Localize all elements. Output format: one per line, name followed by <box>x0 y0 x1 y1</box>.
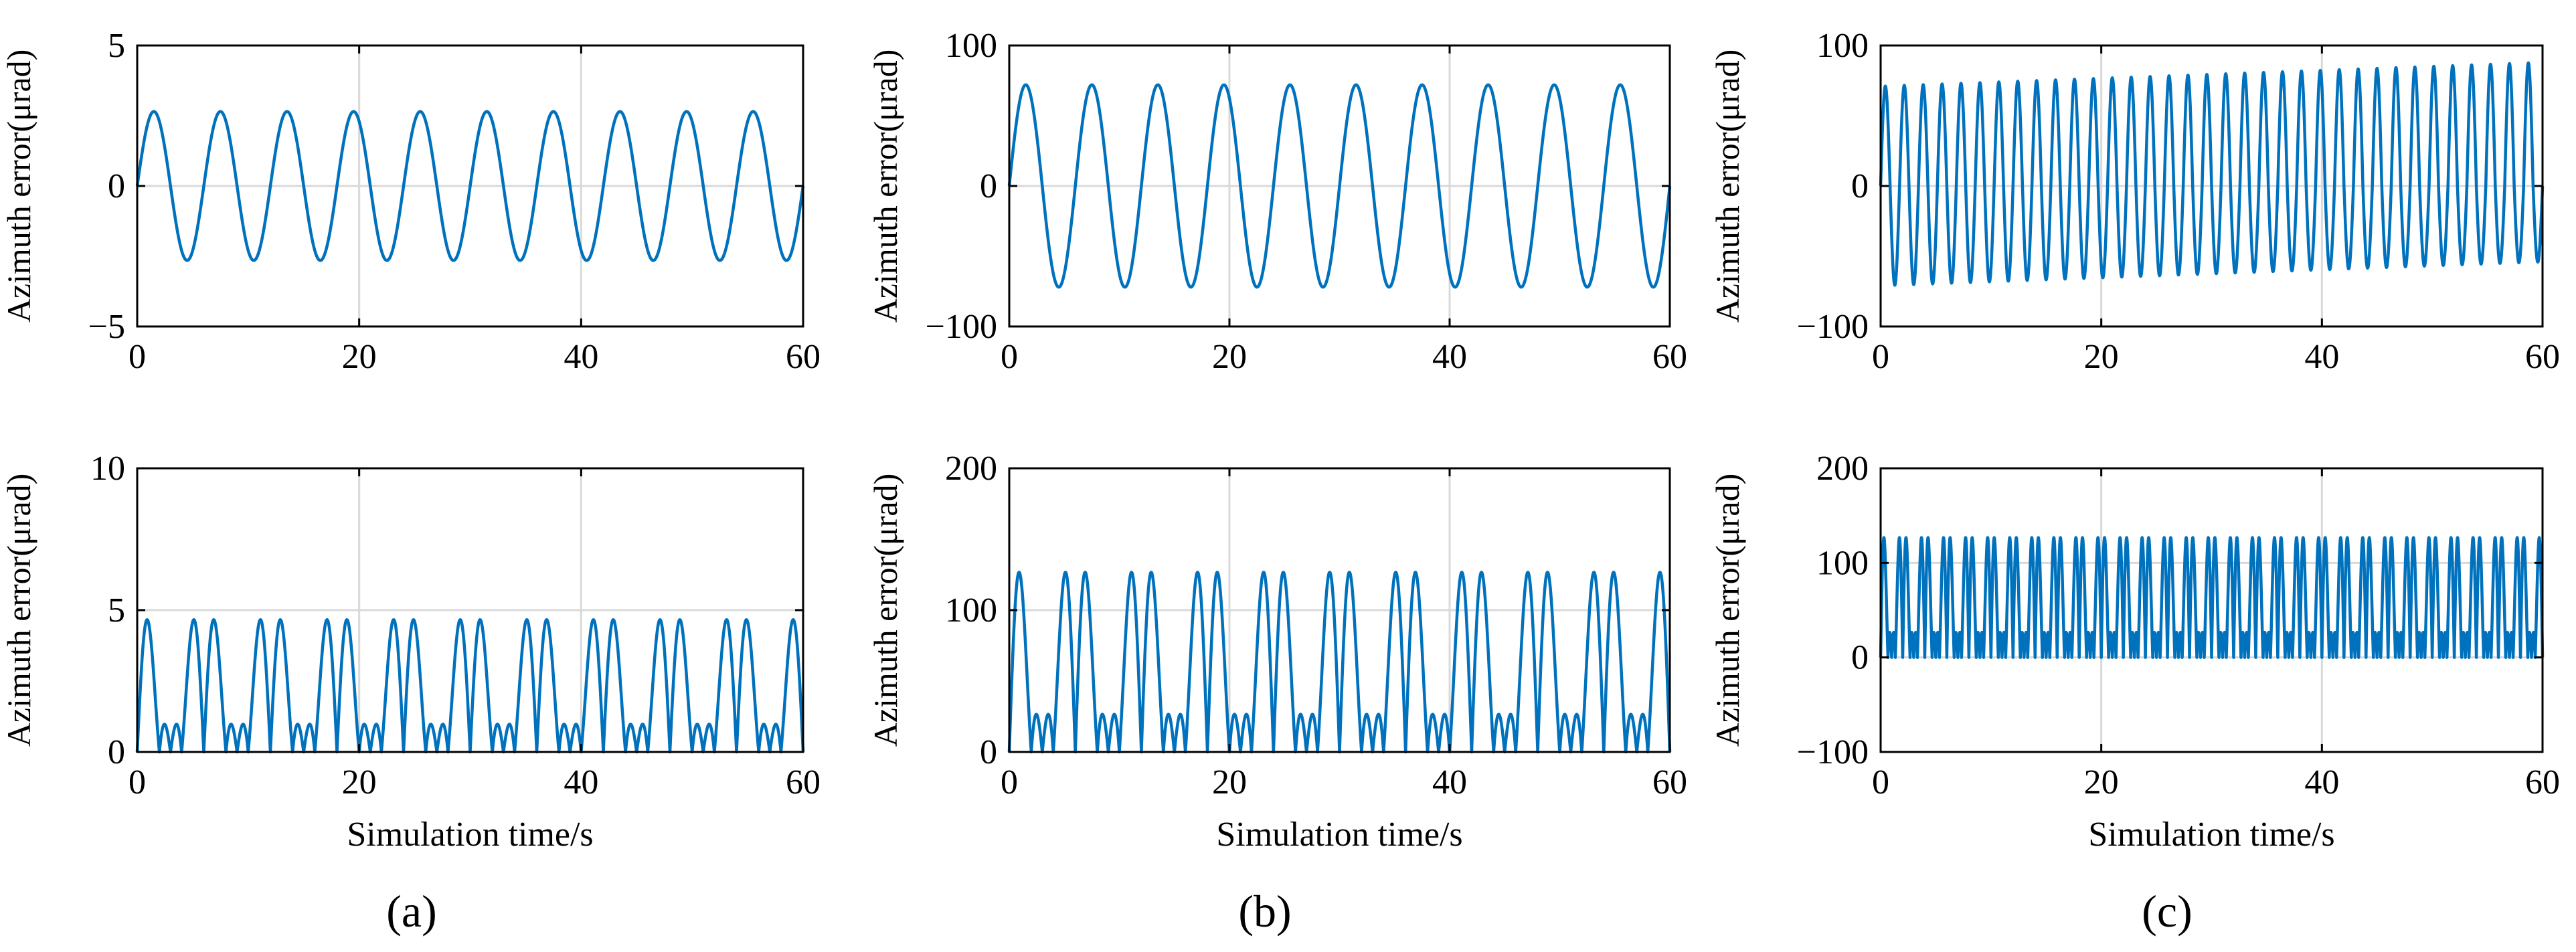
x-tick-label: 40 <box>564 338 598 376</box>
y-axis-label: Azimuth error(μrad) <box>1709 50 1746 323</box>
x-tick-label: 40 <box>2304 338 2339 376</box>
x-tick-label: 0 <box>1001 763 1018 801</box>
y-tick-label: 200 <box>945 450 997 488</box>
x-tick-label: 0 <box>128 763 146 801</box>
y-axis-label: Azimuth error(μrad) <box>1709 474 1746 747</box>
y-axis-label: Azimuth error(μrad) <box>867 50 904 323</box>
x-tick-label: 40 <box>1432 338 1467 376</box>
x-axis-label: Simulation time/s <box>347 816 593 854</box>
y-tick-label: 100 <box>945 591 997 630</box>
x-tick-label: 40 <box>1432 763 1467 801</box>
x-axis-label: Simulation time/s <box>2088 816 2334 854</box>
x-tick-label: 60 <box>786 338 821 376</box>
x-tick-label: 20 <box>1212 338 1247 376</box>
y-tick-label: 100 <box>1816 27 1869 65</box>
panel-label-a: (a) <box>386 886 436 937</box>
x-tick-label: 20 <box>2084 763 2119 801</box>
x-tick-label: 0 <box>1001 338 1018 376</box>
y-tick-label: 5 <box>108 591 125 630</box>
series-line-a-top <box>135 110 805 262</box>
x-tick-label: 0 <box>1872 763 1889 801</box>
x-tick-label: 20 <box>1212 763 1247 801</box>
x-tick-label: 0 <box>128 338 146 376</box>
x-tick-label: 20 <box>342 338 377 376</box>
y-axis-label: Azimuth error(μrad) <box>0 474 37 747</box>
y-tick-label: 0 <box>980 733 997 771</box>
y-tick-label: −5 <box>88 308 125 346</box>
y-tick-label: 100 <box>1816 544 1869 582</box>
series-line-b-bottom <box>1007 571 1672 754</box>
y-tick-label: 10 <box>90 450 125 488</box>
y-tick-label: 200 <box>1816 450 1869 488</box>
y-tick-label: 0 <box>1851 167 1869 205</box>
chart-a-bottom: 0 20 40 60 0 5 10 Azimuth error(μrad) Simulation… <box>0 450 821 854</box>
y-tick-label: 0 <box>1851 639 1869 677</box>
y-tick-label: 0 <box>980 167 997 205</box>
x-tick-label: 60 <box>2525 338 2560 376</box>
x-tick-label: 60 <box>1652 763 1687 801</box>
x-tick-label: 0 <box>1872 338 1889 376</box>
y-tick-label: −100 <box>1797 733 1869 771</box>
y-tick-label: 100 <box>945 27 997 65</box>
panel-label-c: (c) <box>2142 886 2192 937</box>
series-line-b-top <box>1007 83 1672 289</box>
series-line-c-top <box>1879 61 2545 287</box>
panel-label-b: (b) <box>1238 886 1291 937</box>
axes-frame <box>1879 467 2544 753</box>
x-tick-label: 40 <box>2304 763 2339 801</box>
x-tick-label: 40 <box>564 763 598 801</box>
y-tick-label: 5 <box>108 27 125 65</box>
x-axis-label: Simulation time/s <box>1216 816 1462 854</box>
x-tick-label: 20 <box>2084 338 2119 376</box>
x-tick-label: 60 <box>1652 338 1687 376</box>
x-tick-label: 60 <box>786 763 821 801</box>
x-tick-label: 20 <box>342 763 377 801</box>
y-tick-label: 0 <box>108 733 125 771</box>
y-axis-label: Azimuth error(μrad) <box>867 474 904 747</box>
y-tick-label: −100 <box>1797 308 1869 346</box>
chart-b-bottom: 0 20 40 60 0 100 200 Azimuth error(μrad) Simulat… <box>867 450 1687 854</box>
y-tick-label: 0 <box>108 167 125 205</box>
y-tick-label: −100 <box>926 308 997 346</box>
series-line-a-bottom <box>135 618 805 754</box>
y-axis-label: Azimuth error(μrad) <box>0 50 37 323</box>
x-tick-label: 60 <box>2525 763 2560 801</box>
series-line-c-bottom <box>1879 536 2545 659</box>
